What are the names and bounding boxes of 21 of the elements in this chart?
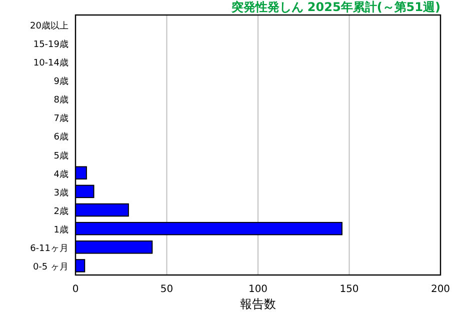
y-tick-label: 4歳 <box>54 168 68 180</box>
y-tick-label: 8歳 <box>54 94 68 106</box>
x-tick-label: 100 <box>248 284 268 295</box>
y-tick-label: 9歳 <box>54 76 68 87</box>
x-tick-label: 50 <box>160 284 174 295</box>
y-tick-label: 3歳 <box>54 187 68 198</box>
y-tick-label: 7歳 <box>54 113 68 124</box>
x-tick-label: 150 <box>340 284 359 295</box>
y-tick-label: 15-19歳 <box>33 38 68 50</box>
x-tick-label: 200 <box>430 284 450 295</box>
chart-title: 突発性発しん 2025年累計(～第51週) <box>230 0 440 14</box>
y-tick-label: 1歳 <box>54 224 68 236</box>
y-tick-label: 0-5 ヶ月 <box>32 262 68 273</box>
x-axis-title: 報告数 <box>240 297 276 311</box>
y-tick-label: 20歳以上 <box>30 20 68 32</box>
y-tick-label: 6歳 <box>54 132 68 143</box>
y-tick-label: 6-11ヶ月 <box>30 244 68 254</box>
y-tick-label: 10-14歳 <box>33 57 68 68</box>
y-tick-label: 2歳 <box>54 206 68 217</box>
y-tick-label: 5歳 <box>54 150 68 162</box>
x-tick-label: 0 <box>72 284 79 295</box>
